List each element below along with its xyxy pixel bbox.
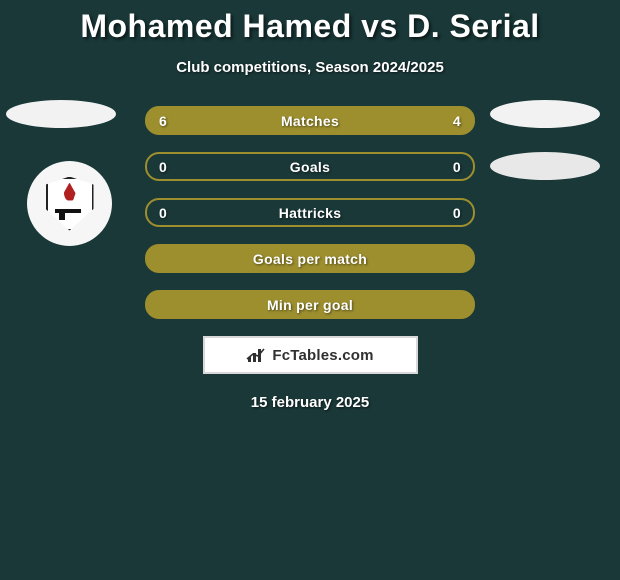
stat-left-value: 0 <box>159 159 199 175</box>
stat-row-gpm: Goals per match <box>145 244 475 273</box>
stat-left-value: 0 <box>159 205 199 221</box>
stat-row-mpg: Min per goal <box>145 290 475 319</box>
brand-badge: FcTables.com <box>203 336 418 374</box>
stat-label: Hattricks <box>199 205 421 221</box>
stat-label: Goals per match <box>199 251 421 267</box>
stat-left-value: 6 <box>159 113 199 129</box>
player-right-ellipse-top <box>490 100 600 128</box>
stat-label: Min per goal <box>199 297 421 313</box>
date-label: 15 february 2025 <box>0 394 620 411</box>
subtitle: Club competitions, Season 2024/2025 <box>0 59 620 76</box>
brand-text: FcTables.com <box>272 347 373 364</box>
stat-row-hattricks: 0 Hattricks 0 <box>145 198 475 227</box>
bar-chart-icon <box>246 347 266 363</box>
stat-row-goals: 0 Goals 0 <box>145 152 475 181</box>
player-right-ellipse-mid <box>490 152 600 180</box>
stat-right-value: 0 <box>421 159 461 175</box>
stat-label: Matches <box>199 113 421 129</box>
club-badge-left <box>27 161 112 246</box>
stats-area: 6 Matches 4 0 Goals 0 0 Hattricks 0 Goal… <box>0 106 620 319</box>
stat-right-value: 4 <box>421 113 461 129</box>
player-left-ellipse <box>6 100 116 128</box>
stat-row-matches: 6 Matches 4 <box>145 106 475 135</box>
shield-icon <box>46 177 94 231</box>
stat-right-value: 0 <box>421 205 461 221</box>
page-title: Mohamed Hamed vs D. Serial <box>0 0 620 45</box>
stat-label: Goals <box>199 159 421 175</box>
